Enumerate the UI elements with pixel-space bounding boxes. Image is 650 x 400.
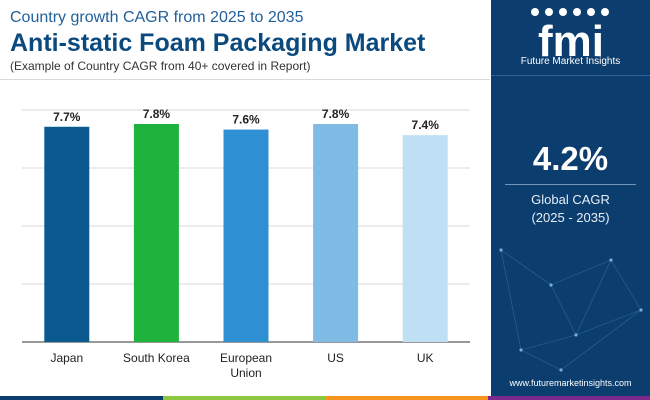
network-decoration — [499, 248, 643, 372]
side-divider — [491, 75, 650, 76]
bottom-bar-segment — [325, 396, 488, 400]
logo-letters: fmi — [538, 17, 604, 66]
data-label: 7.8% — [143, 107, 171, 121]
chart-header: Country growth CAGR from 2025 to 2035 An… — [10, 8, 490, 74]
global-cagr-value: 4.2% — [532, 140, 609, 177]
category-label: UK — [417, 351, 434, 365]
logo-text: Future Market Insights — [520, 56, 621, 67]
bar — [133, 123, 179, 342]
bar — [223, 129, 269, 342]
data-label: 7.7% — [53, 110, 81, 124]
data-label: 7.8% — [322, 107, 350, 121]
chart-note: (Example of Country CAGR from 40+ covere… — [10, 59, 311, 73]
header-divider — [0, 79, 490, 80]
global-cagr-label: Global CAGR (2025 - 2035) — [491, 191, 650, 227]
category-label: European — [220, 351, 272, 365]
bar-chart: 7.7% Japan 7.8% South Korea 7.6% EuropeanUnio… — [22, 107, 470, 380]
cagr-divider — [505, 184, 636, 185]
bar — [44, 126, 90, 342]
category-label: South Korea — [123, 351, 190, 365]
global-cagr-label-line2: (2025 - 2035) — [531, 210, 610, 225]
bottom-bar-segment — [487, 396, 650, 400]
website-link[interactable]: www.futuremarketinsights.com — [509, 378, 632, 388]
fmi-logo: fmi — [531, 8, 609, 66]
chart-subtitle: Country growth CAGR from 2025 to 2035 — [10, 9, 304, 26]
side-panel: fmi Future Market Insights 4.2% Global C… — [491, 0, 650, 400]
bar — [313, 123, 359, 342]
bar — [402, 135, 448, 342]
chart-title: Anti-static Foam Packaging Market — [10, 29, 426, 57]
bottom-bar-segment — [0, 396, 163, 400]
data-label: 7.4% — [412, 118, 440, 132]
category-label: US — [327, 351, 344, 365]
data-label: 7.6% — [232, 113, 260, 127]
category-label: Union — [230, 366, 261, 380]
bottom-bar-segment — [162, 396, 325, 400]
category-label: Japan — [50, 351, 83, 365]
global-cagr-label-line1: Global CAGR — [531, 192, 610, 207]
